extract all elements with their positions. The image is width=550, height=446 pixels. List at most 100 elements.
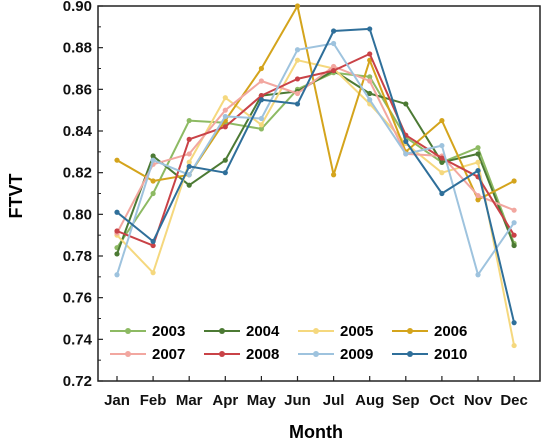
- x-tick-label: Sep: [392, 392, 420, 409]
- y-tick-label: 0.72: [63, 373, 92, 390]
- series-line: [116, 59, 516, 346]
- series-line: [116, 5, 515, 201]
- series-2003: [114, 70, 517, 251]
- data-point: [367, 90, 373, 97]
- data-point: [294, 101, 301, 107]
- y-axis: 0.72 0.74 0.76 0.78 0.80 0.82 0.84 0.86 0.88 0.90: [63, 0, 103, 390]
- data-point: [439, 117, 445, 124]
- legend-item-2006: 2006: [392, 323, 467, 340]
- legend-item-2007: 2007: [110, 346, 185, 363]
- data-point: [222, 170, 228, 176]
- legend-swatch-marker: [125, 351, 131, 357]
- y-tick-label: 0.78: [63, 248, 92, 265]
- y-tick-label: 0.84: [63, 123, 93, 140]
- data-point: [475, 197, 481, 203]
- data-point: [403, 151, 409, 157]
- legend-item-2005: 2005: [298, 323, 373, 340]
- y-tick-label: 0.86: [63, 81, 92, 98]
- data-point: [258, 122, 264, 128]
- data-point: [331, 67, 337, 74]
- x-tick-label: Nov: [464, 392, 493, 409]
- data-point: [186, 163, 192, 170]
- data-point: [439, 155, 445, 161]
- legend-label: 2008: [246, 346, 279, 363]
- x-tick-label: Feb: [140, 392, 167, 409]
- data-point: [511, 342, 517, 349]
- legend-swatch-marker: [219, 328, 225, 334]
- data-point: [186, 182, 192, 188]
- data-point: [511, 207, 517, 213]
- data-point: [331, 40, 337, 47]
- data-point: [439, 170, 445, 176]
- legend-label: 2009: [340, 346, 373, 363]
- data-point: [331, 63, 337, 70]
- y-tick-label: 0.76: [63, 290, 92, 307]
- data-point: [114, 157, 120, 163]
- data-point: [367, 97, 373, 103]
- data-point: [475, 159, 481, 165]
- y-tick-label: 0.88: [63, 40, 92, 57]
- x-axis-title: Month: [289, 422, 343, 442]
- data-point: [403, 138, 409, 145]
- data-point: [403, 101, 409, 107]
- data-point: [475, 272, 481, 278]
- data-point: [222, 124, 228, 130]
- legend-label: 2003: [152, 323, 185, 340]
- legend: 2003 2004 2005 2006 2007 2008 2009 2010: [110, 323, 467, 363]
- x-axis: Jan Feb Mar Apr May Jun Jul Aug Sep Oct Nov Dec: [104, 376, 528, 409]
- series-2004: [114, 67, 517, 257]
- x-tick-label: Oct: [429, 392, 454, 409]
- data-point: [439, 159, 445, 165]
- x-tick-label: Aug: [355, 392, 384, 409]
- legend-label: 2007: [152, 346, 185, 363]
- data-point: [475, 151, 481, 157]
- x-tick-label: Mar: [176, 392, 203, 409]
- data-point: [294, 57, 301, 63]
- series-2008: [114, 51, 517, 249]
- data-point: [439, 142, 445, 149]
- data-point: [258, 97, 264, 103]
- legend-label: 2005: [340, 323, 373, 340]
- data-point: [150, 270, 156, 276]
- x-tick-label: Jan: [104, 392, 130, 409]
- x-tick-label: Jun: [284, 392, 311, 409]
- legend-swatch-marker: [219, 351, 225, 357]
- data-point: [186, 172, 192, 178]
- legend-swatch-marker: [407, 351, 413, 357]
- legend-swatch-marker: [407, 328, 413, 334]
- data-point: [222, 113, 228, 120]
- legend-item-2003: 2003: [110, 323, 185, 340]
- data-point: [511, 178, 517, 184]
- data-point: [294, 76, 301, 82]
- data-point: [114, 228, 120, 234]
- y-axis-title: FTVT: [6, 174, 26, 219]
- data-point: [186, 151, 192, 157]
- data-point: [475, 145, 481, 151]
- data-point: [150, 157, 156, 163]
- y-tick-label: 0.82: [63, 165, 92, 182]
- data-point: [150, 153, 156, 159]
- data-point: [475, 167, 481, 174]
- legend-item-2009: 2009: [298, 346, 373, 363]
- data-point: [511, 232, 517, 238]
- data-point: [294, 90, 301, 97]
- data-point: [186, 117, 192, 124]
- data-point: [294, 3, 301, 9]
- data-point: [114, 251, 120, 257]
- data-point: [331, 172, 337, 178]
- series-2009: [114, 40, 517, 278]
- data-point: [258, 78, 264, 84]
- data-point: [439, 190, 445, 197]
- data-point: [367, 26, 373, 32]
- series-line: [116, 52, 515, 247]
- y-tick-label: 0.80: [63, 206, 92, 223]
- series-2005: [114, 57, 517, 349]
- legend-swatch-marker: [313, 351, 319, 357]
- data-point: [367, 78, 373, 84]
- legend-item-2008: 2008: [204, 346, 279, 363]
- data-point: [511, 320, 517, 326]
- data-point: [258, 126, 264, 132]
- data-point: [222, 95, 228, 101]
- data-point: [186, 136, 192, 142]
